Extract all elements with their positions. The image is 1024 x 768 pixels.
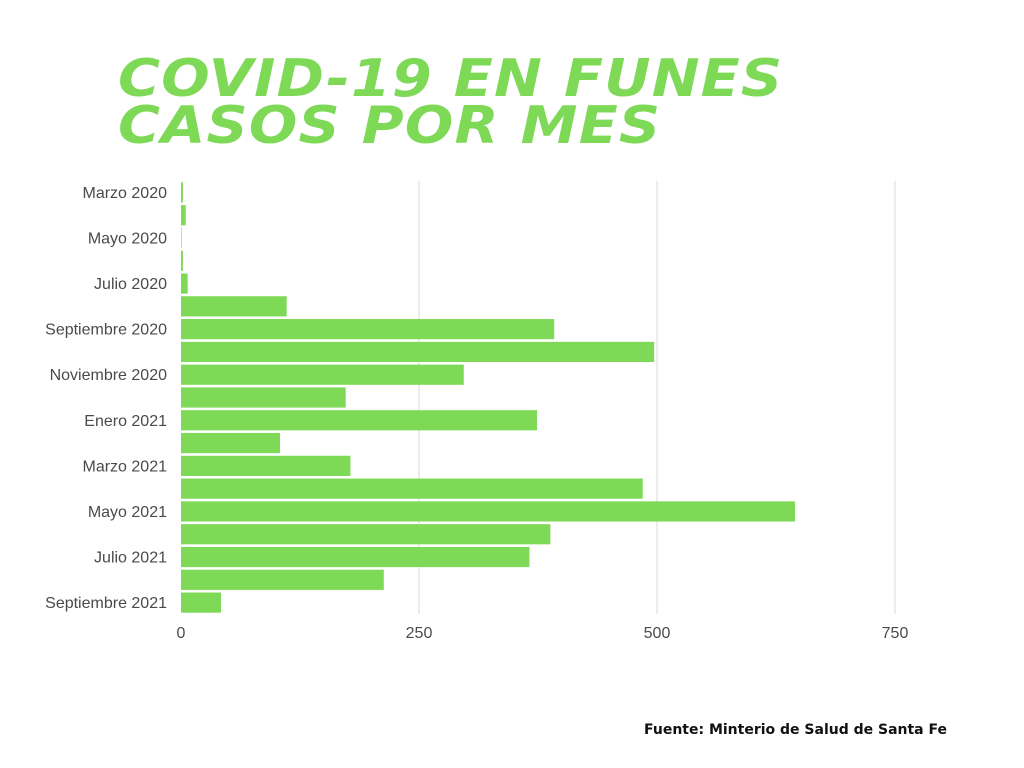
chart-title: COVID-19 EN FUNES CASOS POR MES <box>118 49 784 156</box>
y-category-label: Septiembre 2020 <box>45 322 167 339</box>
bar-febrero-2021 <box>181 432 281 454</box>
bar-agosto-2021 <box>181 569 384 590</box>
x-tick-label: 0 <box>177 625 186 642</box>
y-category-label: Enero 2021 <box>84 413 167 430</box>
bar-mayo-2020 <box>181 227 182 249</box>
y-category-label: Julio 2020 <box>94 276 167 293</box>
bar-abril-2020 <box>181 205 186 226</box>
bar-junio-2021 <box>181 524 551 545</box>
bars <box>181 182 796 613</box>
x-tick-label: 500 <box>644 625 671 642</box>
y-category-label: Mayo 2020 <box>88 230 167 247</box>
bar-julio-2020 <box>181 273 188 294</box>
source-note: Fuente: Minterio de Salud de Santa Fe <box>643 722 947 738</box>
bar-diciembre-2020 <box>181 387 346 408</box>
bar-marzo-2020 <box>181 182 183 203</box>
bar-enero-2021 <box>181 410 538 431</box>
y-category-label: Julio 2021 <box>94 550 167 567</box>
bar-septiembre-2021 <box>181 592 221 613</box>
bar-julio-2021 <box>181 546 530 568</box>
bar-noviembre-2020 <box>181 364 464 385</box>
bar-septiembre-2020 <box>181 319 555 340</box>
bar-marzo-2021 <box>181 455 351 476</box>
bar-octubre-2020 <box>181 341 655 363</box>
y-category-label: Mayo 2021 <box>88 504 167 521</box>
y-axis-labels: Marzo 2020 Mayo 2020 Julio 2020 Septiembre … <box>45 185 167 612</box>
y-category-label: Marzo 2020 <box>83 185 168 202</box>
y-category-label: Noviembre 2020 <box>50 367 168 384</box>
y-category-label: Septiembre 2021 <box>45 595 167 612</box>
bar-mayo-2021 <box>181 501 796 522</box>
bar-agosto-2020 <box>181 296 287 317</box>
bar-junio-2020 <box>181 250 183 271</box>
y-category-label: Marzo 2021 <box>83 458 168 475</box>
x-axis-ticks: 0 250 500 750 <box>177 625 909 642</box>
bar-abril-2021 <box>181 478 643 499</box>
chart-title-line-1: COVID-19 EN FUNES <box>118 49 784 109</box>
x-tick-label: 750 <box>882 625 909 642</box>
x-tick-label: 250 <box>406 625 433 642</box>
chart-title-line-2: CASOS POR MES <box>118 96 662 156</box>
